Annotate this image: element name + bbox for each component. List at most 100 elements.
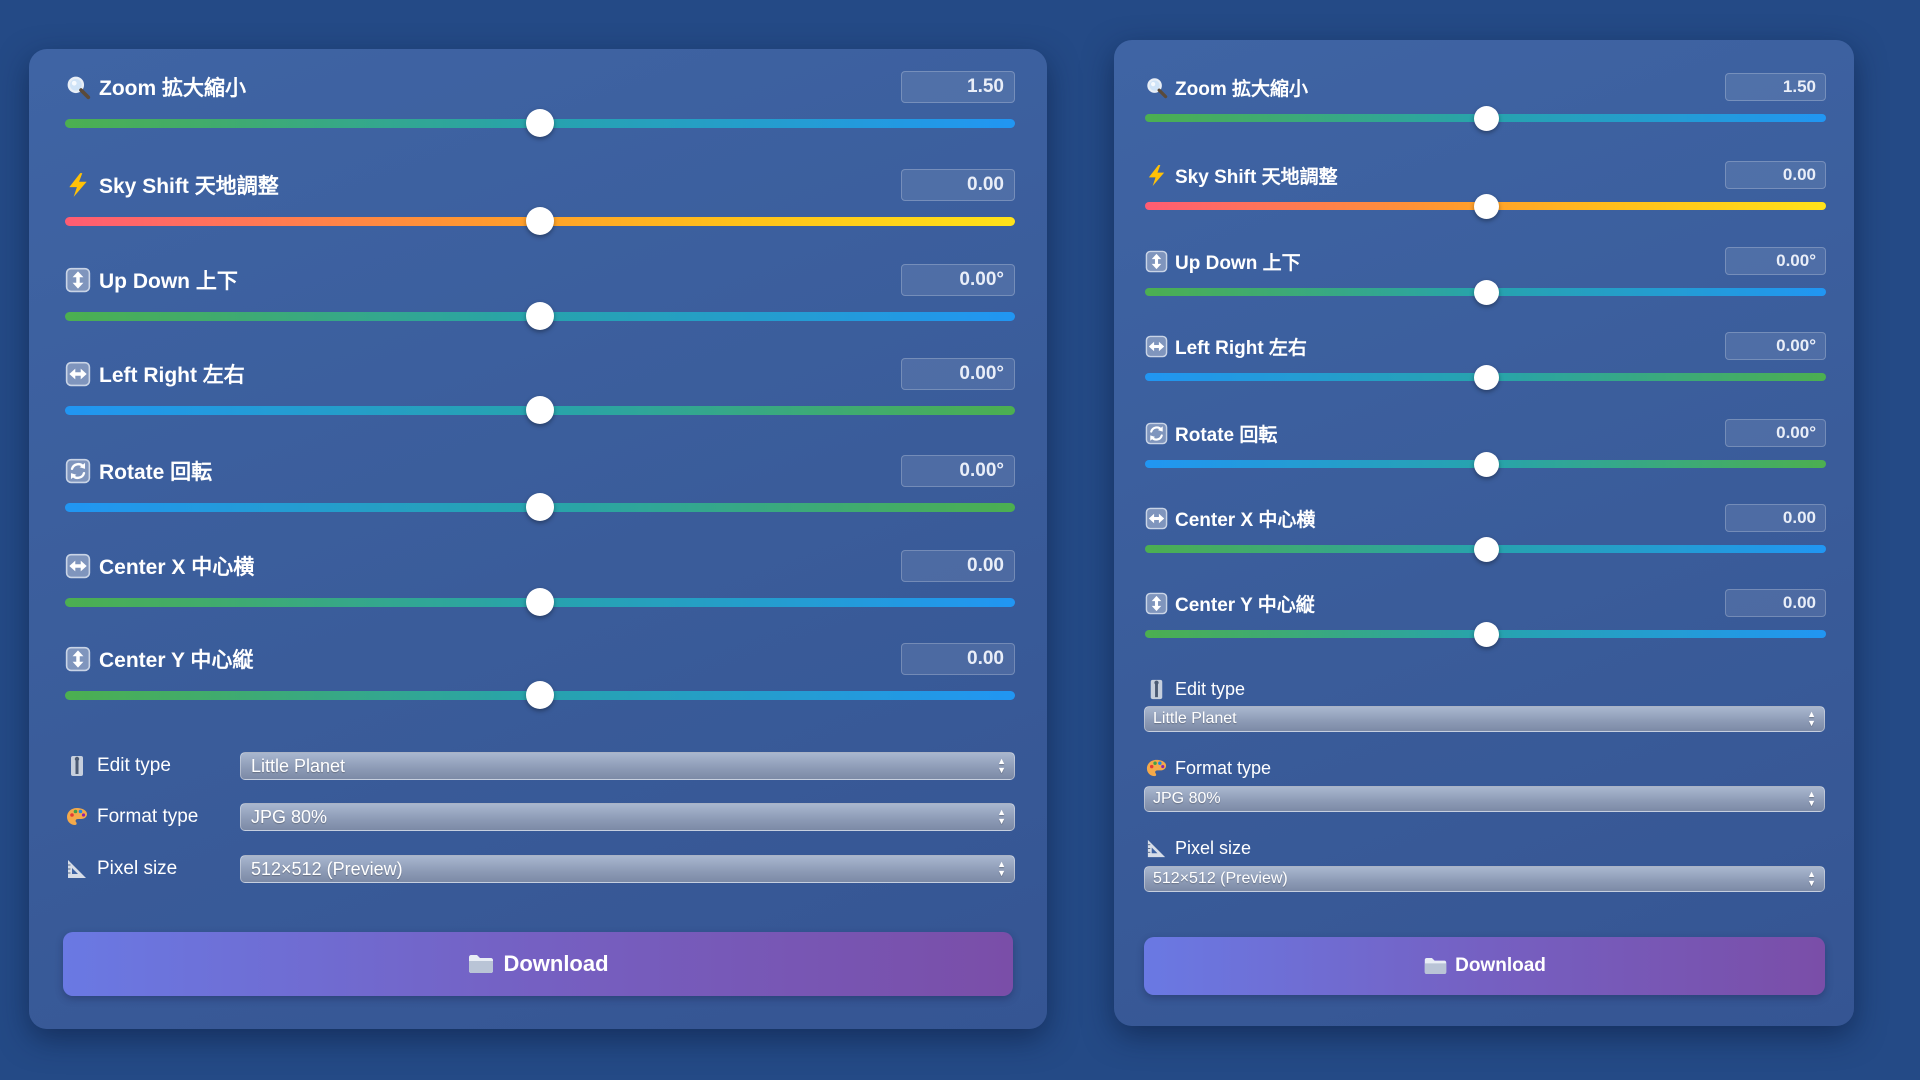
- select-arrows-icon: ▲ ▼: [997, 859, 1006, 878]
- select-arrows-icon: ▲ ▼: [1807, 709, 1816, 728]
- center-x-slider-row: Center X 中心横 0.00: [1145, 503, 1826, 581]
- zoom-slider-row: Zoom 拡大縮小 1.50: [1145, 72, 1826, 150]
- slider-label: Rotate 回転: [65, 456, 212, 486]
- sky-shift-value-box[interactable]: 0.00: [901, 169, 1015, 201]
- slider-label: Center Y 中心縦: [65, 644, 253, 674]
- format-type-select[interactable]: JPG 80% ▲ ▼: [1144, 786, 1825, 812]
- ruler-icon: [65, 857, 89, 881]
- pixel-size-select[interactable]: 512×512 (Preview) ▲ ▼: [1144, 866, 1825, 892]
- slider-label: Left Right 左右: [1145, 333, 1307, 360]
- center-y-value-box[interactable]: 0.00: [901, 643, 1015, 675]
- up-down-arrow-icon: [1145, 592, 1168, 615]
- control-panel-left: Zoom 拡大縮小 1.50 Sky Shift 天地調整 0.00: [29, 49, 1047, 1029]
- slider-label: Left Right 左右: [65, 359, 245, 389]
- zoom-slider-thumb[interactable]: [1473, 106, 1499, 131]
- pixel-size-select[interactable]: 512×512 (Preview) ▲ ▼: [240, 855, 1015, 883]
- up-down-slider-thumb[interactable]: [1473, 280, 1499, 305]
- format-type-row: Format type JPG 80% ▲ ▼: [65, 801, 1015, 833]
- slider-label: Sky Shift 天地調整: [1145, 162, 1338, 189]
- left-right-slider-thumb[interactable]: [1473, 365, 1499, 390]
- up-down-arrow-icon: [65, 646, 91, 672]
- pin-icon: [65, 754, 89, 778]
- sky-shift-slider-thumb[interactable]: [526, 207, 554, 235]
- magnifier-icon: [1145, 76, 1168, 99]
- center-y-slider-thumb[interactable]: [526, 681, 554, 709]
- slider-label: Zoom 拡大縮小: [1145, 74, 1308, 101]
- edit-type-row: Edit type Little Planet ▲ ▼: [65, 750, 1015, 782]
- edit-type-select[interactable]: Little Planet ▲ ▼: [1144, 706, 1825, 732]
- left-right-value-box[interactable]: 0.00°: [901, 358, 1015, 390]
- left-right-arrow-icon: [1145, 335, 1168, 358]
- select-arrows-icon: ▲ ▼: [997, 807, 1006, 826]
- left-right-value-box[interactable]: 0.00°: [1725, 332, 1826, 360]
- rotate-slider-row: Rotate 回転 0.00°: [65, 454, 1015, 534]
- left-right-arrow-icon: [65, 361, 91, 387]
- format-type-label: Format type: [1175, 758, 1272, 778]
- download-button[interactable]: Download: [63, 932, 1013, 996]
- left-right-arrow-icon: [1145, 507, 1168, 530]
- center-x-value-box[interactable]: 0.00: [1725, 504, 1826, 532]
- folder-icon: [467, 952, 495, 976]
- rotate-icon: [65, 458, 91, 484]
- pixel-size-row: Pixel size 512×512 (Preview) ▲ ▼: [65, 853, 1015, 885]
- download-button[interactable]: Download: [1144, 937, 1825, 995]
- up-down-arrow-icon: [65, 267, 91, 293]
- pin-icon: [1145, 678, 1168, 701]
- up-down-slider-thumb[interactable]: [526, 302, 554, 330]
- pixel-size-row: Pixel size: [1145, 837, 1251, 860]
- rotate-value-box[interactable]: 0.00°: [1725, 419, 1826, 447]
- format-type-select[interactable]: JPG 80% ▲ ▼: [240, 803, 1015, 831]
- center-y-value-box[interactable]: 0.00: [1725, 589, 1826, 617]
- left-right-slider-row: Left Right 左右 0.00°: [65, 357, 1015, 437]
- slider-label: Up Down 上下: [1145, 248, 1301, 275]
- format-type-label: Format type: [97, 806, 199, 827]
- up-down-value-box[interactable]: 0.00°: [901, 264, 1015, 296]
- left-right-slider-row: Left Right 左右 0.00°: [1145, 331, 1826, 409]
- slider-label: Center Y 中心縦: [1145, 590, 1315, 617]
- zoom-slider-thumb[interactable]: [526, 109, 554, 137]
- sky-shift-slider-row: Sky Shift 天地調整 0.00: [1145, 160, 1826, 238]
- center-y-slider-thumb[interactable]: [1473, 622, 1499, 647]
- magnifier-icon: [65, 74, 91, 100]
- up-down-slider-row: Up Down 上下 0.00°: [65, 263, 1015, 343]
- edit-type-label: Edit type: [1175, 679, 1246, 699]
- center-x-slider-thumb[interactable]: [526, 588, 554, 616]
- slider-label: Center X 中心横: [65, 551, 254, 581]
- center-y-slider-row: Center Y 中心縦 0.00: [1145, 588, 1826, 666]
- zoom-value-box[interactable]: 1.50: [1725, 73, 1826, 101]
- left-right-arrow-icon: [65, 553, 91, 579]
- palette-icon: [1145, 757, 1168, 780]
- center-x-slider-row: Center X 中心横 0.00: [65, 549, 1015, 629]
- sky-shift-value-box[interactable]: 0.00: [1725, 161, 1826, 189]
- center-y-slider-row: Center Y 中心縦 0.00: [65, 642, 1015, 722]
- rotate-slider-thumb[interactable]: [526, 493, 554, 521]
- pixel-size-label: Pixel size: [1175, 838, 1252, 858]
- center-x-slider-thumb[interactable]: [1473, 537, 1499, 562]
- edit-type-row: Edit type: [1145, 678, 1245, 701]
- slider-label: Up Down 上下: [65, 265, 238, 295]
- slider-label: Sky Shift 天地調整: [65, 170, 279, 200]
- up-down-slider-row: Up Down 上下 0.00°: [1145, 246, 1826, 324]
- slider-label: Rotate 回転: [1145, 420, 1277, 447]
- up-down-value-box[interactable]: 0.00°: [1725, 247, 1826, 275]
- rotate-icon: [1145, 422, 1168, 445]
- rotate-value-box[interactable]: 0.00°: [901, 455, 1015, 487]
- zoom-value-box[interactable]: 1.50: [901, 71, 1015, 103]
- zoom-slider-row: Zoom 拡大縮小 1.50: [65, 70, 1015, 150]
- format-type-row: Format type: [1145, 757, 1271, 780]
- rotate-slider-thumb[interactable]: [1473, 452, 1499, 477]
- up-down-arrow-icon: [1145, 250, 1168, 273]
- sky-shift-slider-thumb[interactable]: [1473, 194, 1499, 219]
- control-panel-right: Zoom 拡大縮小 1.50 Sky Shift 天地調整 0.00: [1114, 40, 1854, 1026]
- left-right-slider-thumb[interactable]: [526, 396, 554, 424]
- lightning-icon: [1145, 164, 1168, 187]
- slider-label: Center X 中心横: [1145, 505, 1315, 532]
- slider-label: Zoom 拡大縮小: [65, 72, 246, 102]
- sky-shift-slider-row: Sky Shift 天地調整 0.00: [65, 168, 1015, 248]
- select-arrows-icon: ▲ ▼: [997, 756, 1006, 775]
- center-x-value-box[interactable]: 0.00: [901, 550, 1015, 582]
- edit-type-select[interactable]: Little Planet ▲ ▼: [240, 752, 1015, 780]
- folder-icon: [1423, 955, 1448, 977]
- palette-icon: [65, 805, 89, 829]
